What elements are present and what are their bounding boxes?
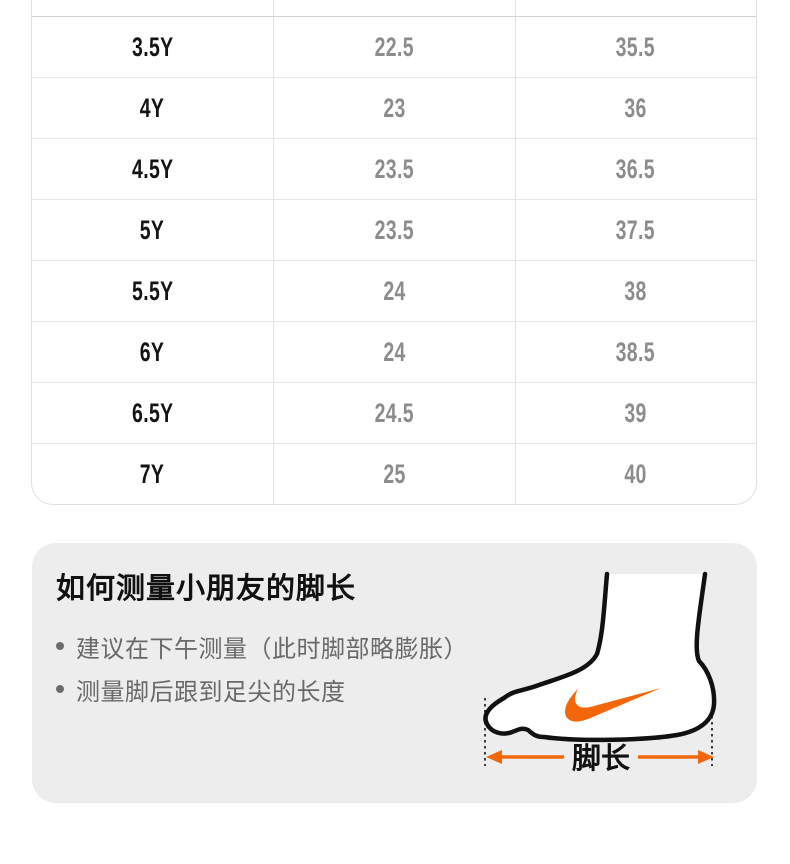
eu-size-cell: 37.5 xyxy=(515,200,755,260)
eu-size-value: 36 xyxy=(624,92,647,123)
size-cell: 5.5Y xyxy=(32,261,273,321)
bullet-dot-icon xyxy=(56,642,64,650)
measure-guide-bullets: 建议在下午测量（此时脚部略膨胀） 测量脚后跟到足尖的长度 xyxy=(56,629,757,706)
size-value: 3Y xyxy=(140,0,165,1)
foot-length-value: 24 xyxy=(383,336,406,367)
eu-size-cell: 39 xyxy=(515,383,755,443)
size-chart-table: 3Y 22 35 3.5Y 22.5 35.5 4Y 23 36 4.5Y 23… xyxy=(31,0,757,505)
foot-measurement-illustration: 脚长 xyxy=(483,571,717,775)
table-row: 7Y 25 40 xyxy=(32,443,756,504)
size-value: 7Y xyxy=(140,458,165,489)
eu-size-value: 35.5 xyxy=(615,31,656,62)
foot-length-cell: 24 xyxy=(273,322,515,382)
table-row: 6.5Y 24.5 39 xyxy=(32,382,756,443)
table-row: 4Y 23 36 xyxy=(32,77,756,138)
eu-size-cell: 38.5 xyxy=(515,322,755,382)
eu-size-value: 36.5 xyxy=(615,153,656,184)
eu-size-cell: 40 xyxy=(515,444,755,504)
size-cell: 3Y xyxy=(32,0,273,16)
foot-length-value: 24.5 xyxy=(374,397,415,428)
size-value: 3.5Y xyxy=(131,31,174,62)
arrowhead-right-icon xyxy=(698,750,714,764)
foot-length-value: 23 xyxy=(383,92,406,123)
foot-length-value: 22.5 xyxy=(374,31,415,62)
foot-length-cell: 22 xyxy=(273,0,515,16)
foot-length-value: 24 xyxy=(383,275,406,306)
foot-length-value: 25 xyxy=(383,458,406,489)
bullet-item: 建议在下午测量（此时脚部略膨胀） xyxy=(56,629,757,663)
table-row-partial: 3Y 22 35 xyxy=(32,0,756,16)
arrowhead-left-icon xyxy=(486,750,502,764)
size-cell: 6Y xyxy=(32,322,273,382)
eu-size-value: 38.5 xyxy=(615,336,656,367)
size-value: 6Y xyxy=(140,336,165,367)
foot-length-label: 脚长 xyxy=(572,742,631,775)
size-value: 5Y xyxy=(140,214,165,245)
foot-outline xyxy=(483,571,717,743)
measure-guide-panel: 如何测量小朋友的脚长 建议在下午测量（此时脚部略膨胀） 测量脚后跟到足尖的长度 … xyxy=(32,543,757,803)
eu-size-value: 35 xyxy=(624,0,646,1)
size-cell: 7Y xyxy=(32,444,273,504)
foot-length-cell: 24 xyxy=(273,261,515,321)
eu-size-value: 40 xyxy=(624,458,647,489)
foot-length-cell: 24.5 xyxy=(273,383,515,443)
foot-length-value: 23.5 xyxy=(374,214,415,245)
measure-guide-title: 如何测量小朋友的脚长 xyxy=(56,573,357,605)
eu-size-value: 38 xyxy=(624,275,647,306)
bullet-text: 建议在下午测量（此时脚部略膨胀） xyxy=(76,635,468,663)
eu-size-cell: 35.5 xyxy=(515,17,755,77)
bullet-item: 测量脚后跟到足尖的长度 xyxy=(56,672,757,706)
bullet-dot-icon xyxy=(56,685,64,693)
size-value: 5.5Y xyxy=(131,275,174,306)
foot-length-cell: 22.5 xyxy=(273,17,515,77)
size-value: 4.5Y xyxy=(131,153,174,184)
eu-size-value: 39 xyxy=(624,397,647,428)
size-value: 6.5Y xyxy=(131,397,174,428)
size-cell: 4.5Y xyxy=(32,139,273,199)
table-row: 5.5Y 24 38 xyxy=(32,260,756,321)
eu-size-value: 37.5 xyxy=(615,214,656,245)
bullet-text: 测量脚后跟到足尖的长度 xyxy=(76,678,346,706)
nike-swoosh-icon xyxy=(565,688,661,722)
table-row: 6Y 24 38.5 xyxy=(32,321,756,382)
eu-size-cell: 38 xyxy=(515,261,755,321)
foot-length-value: 22 xyxy=(383,0,405,1)
foot-length-cell: 25 xyxy=(273,444,515,504)
foot-length-cell: 23.5 xyxy=(273,200,515,260)
foot-length-cell: 23 xyxy=(273,78,515,138)
size-cell: 6.5Y xyxy=(32,383,273,443)
size-cell: 3.5Y xyxy=(32,17,273,77)
table-row: 4.5Y 23.5 36.5 xyxy=(32,138,756,199)
eu-size-cell: 35 xyxy=(515,0,755,16)
eu-size-cell: 36.5 xyxy=(515,139,755,199)
size-value: 4Y xyxy=(140,92,165,123)
table-row: 3.5Y 22.5 35.5 xyxy=(32,16,756,77)
size-cell: 5Y xyxy=(32,200,273,260)
eu-size-cell: 36 xyxy=(515,78,755,138)
foot-length-cell: 23.5 xyxy=(273,139,515,199)
foot-length-value: 23.5 xyxy=(374,153,415,184)
table-row: 5Y 23.5 37.5 xyxy=(32,199,756,260)
size-cell: 4Y xyxy=(32,78,273,138)
